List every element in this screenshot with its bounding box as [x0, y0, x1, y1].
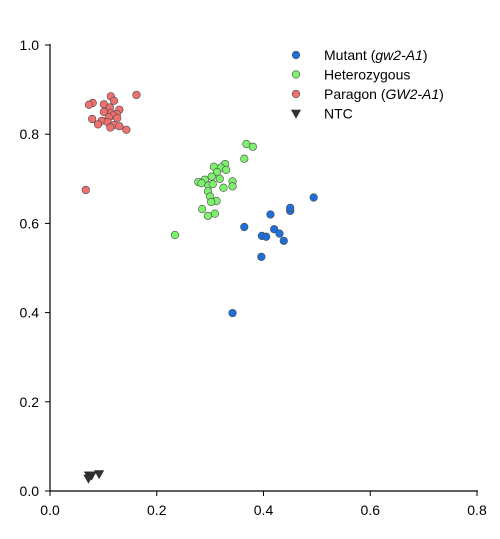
data-point-heterozygous [219, 183, 228, 192]
data-point-heterozygous [215, 174, 224, 183]
data-point-paragon [81, 185, 90, 195]
data-point-heterozygous [228, 182, 237, 191]
data-point-heterozygous [197, 179, 206, 188]
x-tick-label: 0.0 [40, 502, 60, 518]
legend-label-mutant: Mutant (gw2-A1) [324, 47, 428, 63]
y-tick-label: 0.4 [20, 305, 40, 321]
series-heterozygous [170, 139, 257, 240]
data-point-heterozygous [248, 142, 257, 151]
data-point-mutant [228, 308, 237, 318]
data-point-paragon [106, 123, 115, 132]
legend-label-heterozygous: Heterozygous [324, 67, 410, 83]
data-point-heterozygous [170, 230, 179, 240]
data-point-paragon [122, 125, 131, 134]
data-point-heterozygous [198, 205, 207, 214]
data-point-mutant [279, 236, 288, 245]
legend-marker-paragon [291, 89, 301, 99]
data-point-paragon [115, 122, 124, 131]
data-point-heterozygous [207, 172, 216, 181]
series-ntc [83, 470, 105, 484]
y-tick-label: 1.0 [20, 37, 40, 53]
data-point-heterozygous [208, 180, 217, 189]
legend-marker-heterozygous [291, 70, 301, 79]
data-point-mutant [275, 229, 284, 238]
data-point-heterozygous [240, 154, 249, 163]
axes: 0.0 0.2 0.4 0.6 0.8 1.0 0.0 0.2 0.4 0.6 0.8 [20, 37, 487, 518]
legend-label-paragon: Paragon (GW2-A1) [324, 86, 444, 102]
legend-marker-ntc [290, 109, 302, 119]
data-point-mutant [270, 225, 279, 234]
data-point-mutant [286, 203, 295, 212]
data-point-heterozygous [210, 209, 220, 218]
x-tick-label: 0.8 [467, 502, 487, 518]
legend-label-ntc: NTC [324, 106, 353, 122]
y-tick-label: 0.8 [20, 126, 40, 142]
x-tick-label: 0.4 [254, 502, 274, 518]
data-point-paragon [84, 100, 94, 109]
y-tick-label: 0.2 [20, 394, 40, 410]
legend-marker-mutant [291, 50, 301, 60]
data-point-paragon [93, 120, 103, 129]
data-point-heterozygous [207, 197, 216, 207]
data-point-mutant [262, 232, 271, 241]
data-point-heterozygous [203, 211, 213, 220]
data-point-paragon [88, 114, 97, 124]
data-point-ntc [94, 470, 105, 480]
data-point-ntc [83, 474, 94, 484]
data-point-paragon [109, 96, 119, 105]
data-point-paragon [132, 90, 141, 100]
legend: Mutant (gw2-A1) Heterozygous Paragon (GW2-… [290, 47, 444, 122]
y-tick-label: 0.0 [20, 483, 40, 499]
y-tick-label: 0.6 [20, 215, 40, 231]
x-tick-label: 0.6 [361, 502, 381, 518]
data-point-mutant [257, 252, 266, 261]
series-mutant [228, 193, 318, 318]
data-point-paragon [113, 114, 122, 123]
data-points [81, 90, 318, 484]
data-point-mutant [266, 210, 275, 219]
data-point-mutant [309, 193, 318, 202]
data-point-heterozygous [222, 165, 231, 174]
data-point-mutant [240, 222, 249, 232]
series-paragon [81, 90, 141, 195]
x-tick-label: 0.2 [147, 502, 167, 518]
